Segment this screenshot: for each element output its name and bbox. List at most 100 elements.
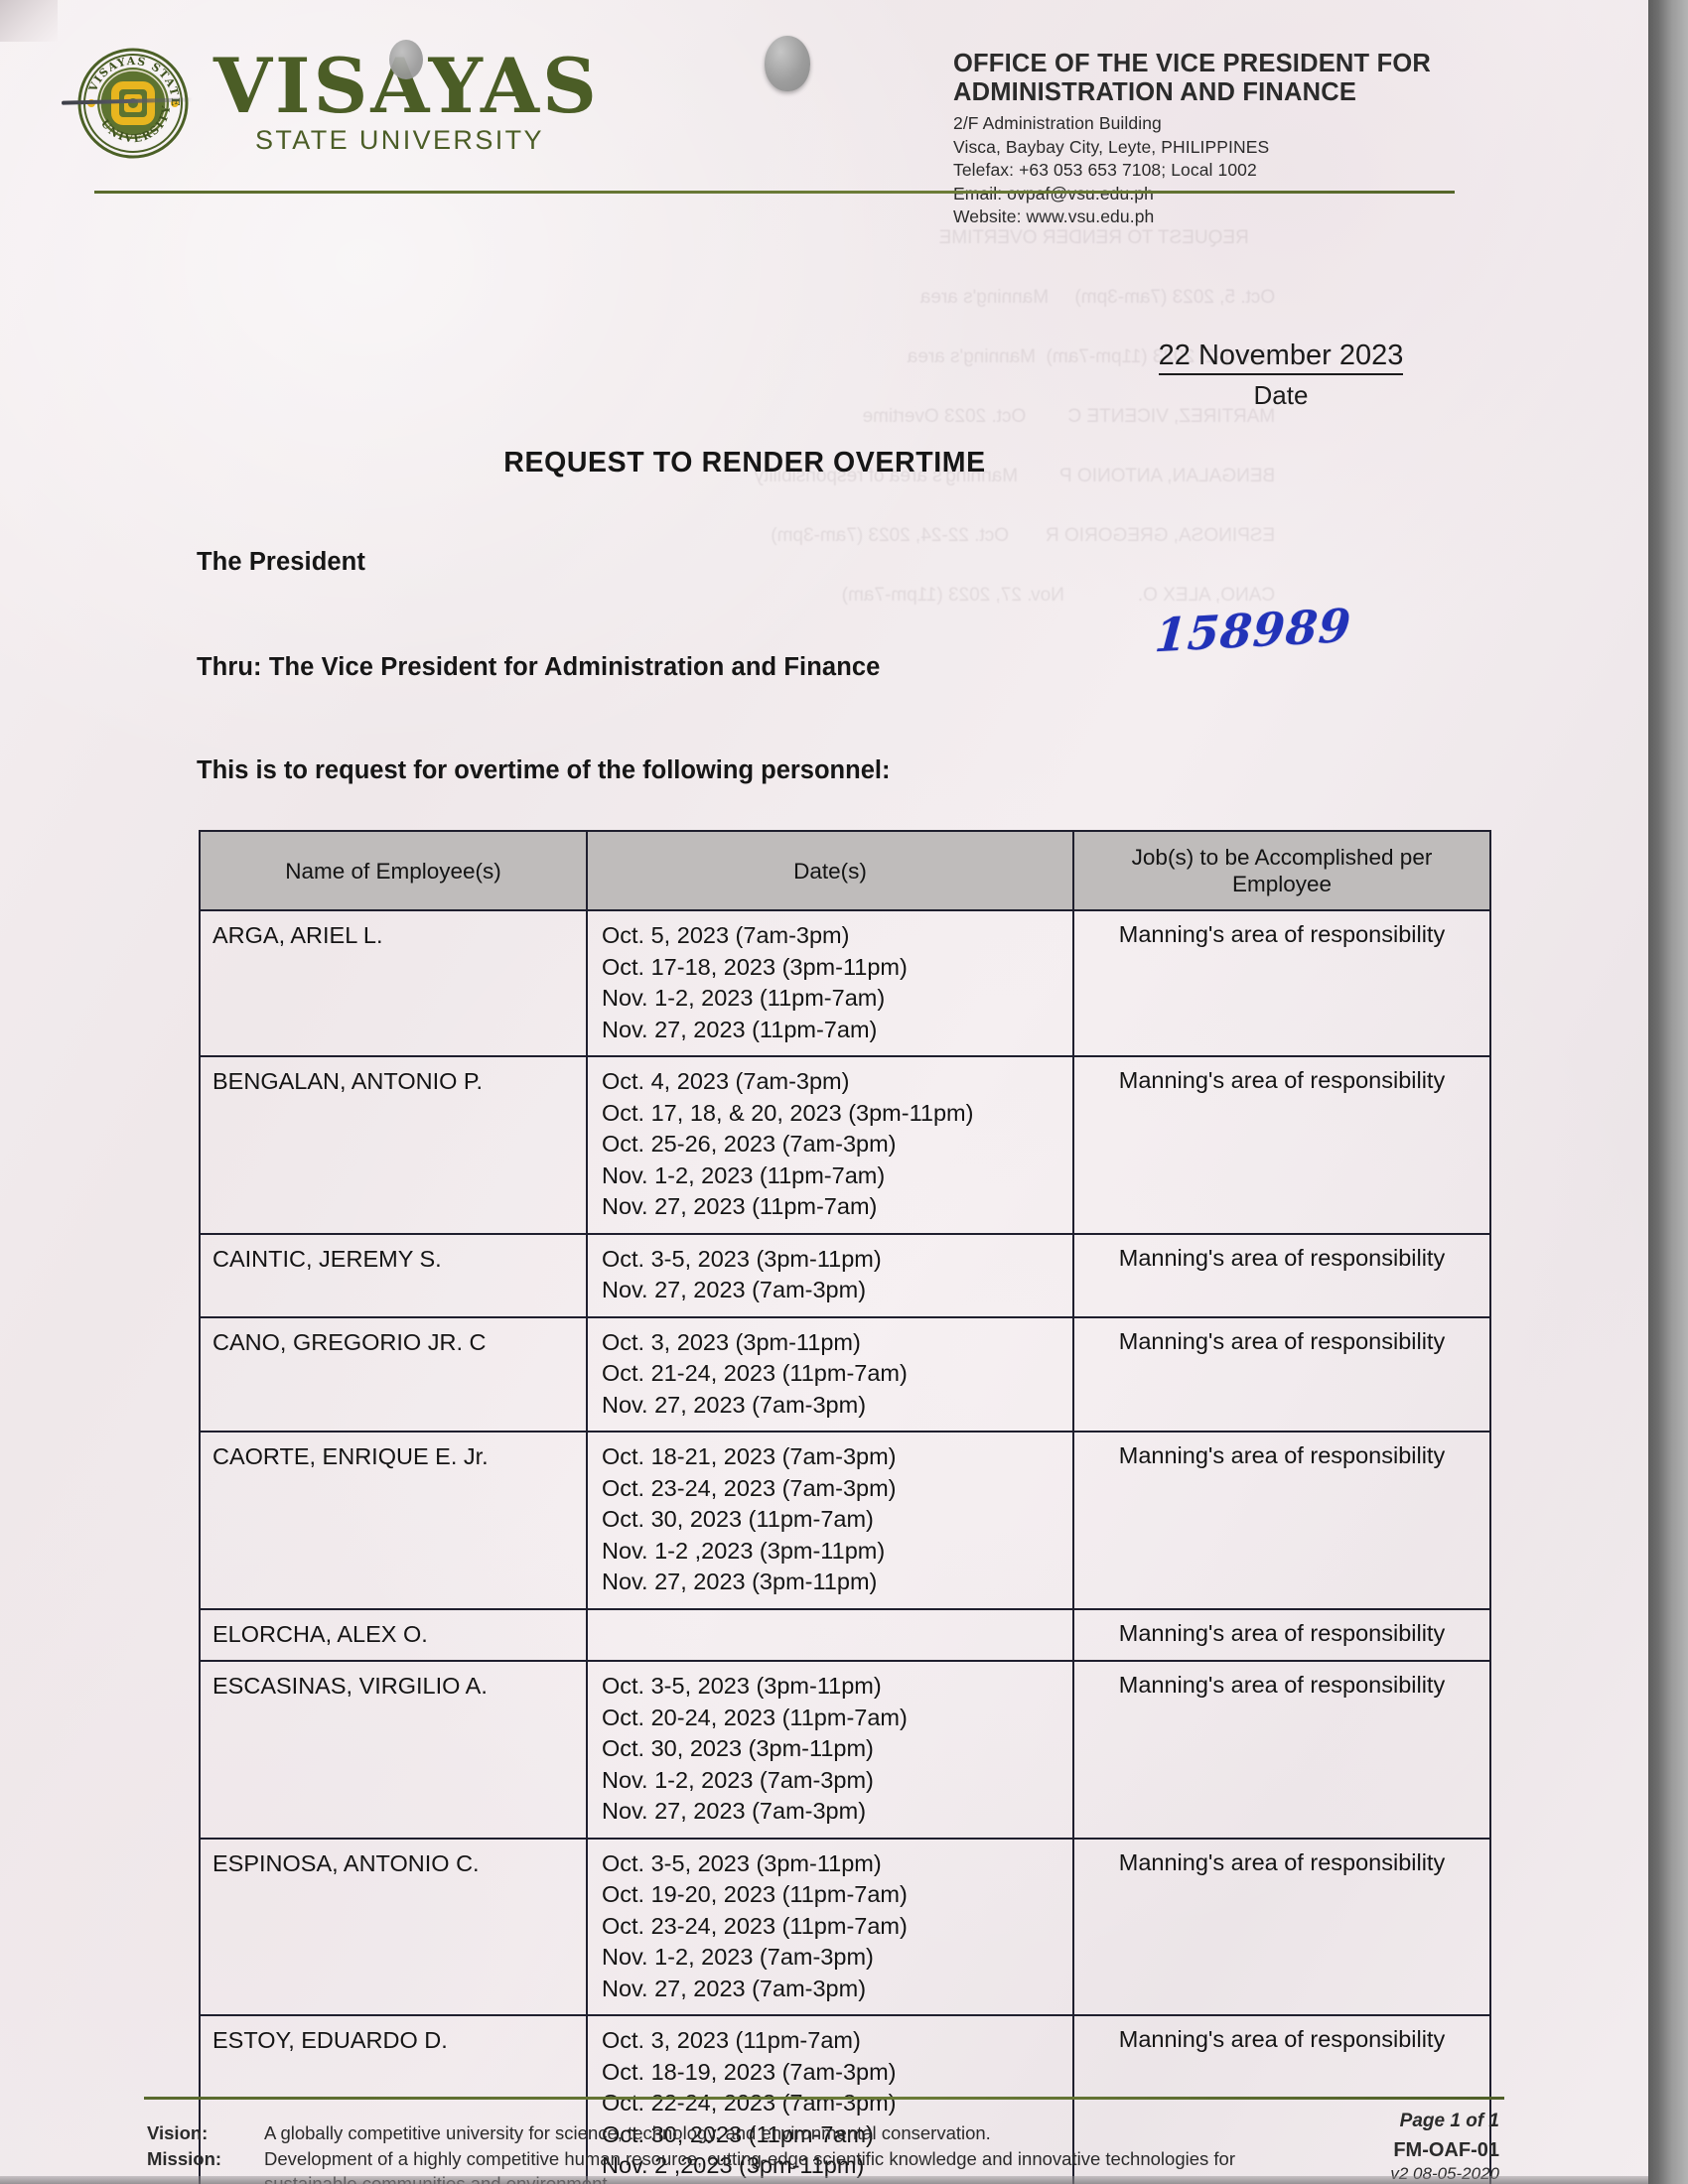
date-line: Nov. 2 ,2023 (3pm-11pm) — [602, 2152, 865, 2178]
page-title: REQUEST TO RENDER OVERTIME — [503, 447, 986, 478]
table-row: CANO, GREGORIO JR. C Oct. 3, 2023 (3pm-11… — [199, 1315, 1491, 1433]
date-block: 22 November 2023 Date — [1117, 340, 1445, 411]
mission-text: Development of a highly competitive huma… — [264, 2147, 1235, 2184]
date-line: Oct. 18-21, 2023 (7am-3pm) — [602, 1443, 897, 1469]
table-row: ESCASINAS, VIRGILIO A. Oct. 3-5, 2023 (3p… — [199, 1660, 1491, 1840]
employee-dates-cell: Oct. 3, 2023 (3pm-11pm) Oct. 21-24, 2023 … — [586, 1315, 1074, 1433]
employee-dates-cell: Oct. 3-5, 2023 (3pm-11pm) Oct. 20-24, 202… — [586, 1660, 1074, 1840]
date-line: Oct. 22-24, 2023 (7am-3pm) — [602, 2090, 897, 2116]
date-value-wrap: 22 November 2023 — [1117, 340, 1445, 375]
date-line: Nov. 1-2, 2023 (7am-3pm) — [602, 1944, 874, 1970]
table-row: ELORCHA, ALEX O. Manning's area of respo… — [199, 1607, 1491, 1662]
vision-text: A globally competitive university for sc… — [264, 2122, 991, 2143]
date-line: Oct. 5, 2023 (7am-3pm) — [602, 922, 850, 948]
table-row: CAINTIC, JEREMY S. Oct. 3-5, 2023 (3pm-11… — [199, 1232, 1491, 1318]
column-header-job: Job(s) to be Accomplished per Employee — [1072, 830, 1491, 911]
date-line: Nov. 27, 2023 (7am-3pm) — [602, 1975, 867, 2001]
addressee-thru: Thru: The Vice President for Administrat… — [197, 653, 881, 681]
employee-name-cell: BENGALAN, ANTONIO P. — [199, 1055, 588, 1235]
addressee-president: The President — [197, 548, 365, 576]
date-line: Nov. 27, 2023 (7am-3pm) — [602, 1277, 867, 1302]
date-line: Oct. 17, 18, & 20, 2023 (3pm-11pm) — [602, 1099, 974, 1126]
vision-row: Vision: A globally competitive universit… — [147, 2120, 1259, 2146]
employee-name-cell: CAINTIC, JEREMY S. — [199, 1232, 588, 1318]
date-line: Oct. 30, 2023 (11pm-7am) — [602, 1506, 874, 1532]
column-header-dates: Date(s) — [586, 830, 1074, 911]
date-line: Oct. 25-26, 2023 (7am-3pm) — [602, 1131, 897, 1157]
date-line: Nov. 1-2, 2023 (7am-3pm) — [602, 1766, 874, 1793]
date-line: Nov. 27, 2023 (3pm-11pm) — [602, 1569, 878, 1594]
address-line: Visca, Baybay City, Leyte, PHILIPPINES — [953, 136, 1270, 157]
employee-job-cell: Manning's area of responsibility — [1072, 1431, 1491, 1610]
document-date: 22 November 2023 — [1158, 340, 1404, 375]
wordmark-subtitle: STATE UNIVERSITY — [255, 125, 544, 155]
letterhead: VISAYAS STATE UNIVERSITY VISAYAS STATE U… — [0, 0, 1648, 226]
overtime-table-body: ARGA, ARIEL L. Oct. 5, 2023 (7am-3pm) Oct.… — [199, 909, 1491, 2184]
date-line: Oct. 30, 2023 (3pm-11pm) — [602, 1735, 874, 1761]
date-line: Oct. 23-24, 2023 (7am-3pm) — [602, 1474, 897, 1501]
office-title-line1: OFFICE OF THE VICE PRESIDENT FOR — [953, 50, 1432, 77]
employee-job-cell: Manning's area of responsibility — [1072, 1607, 1491, 1662]
date-line: Nov. 27, 2023 (7am-3pm) — [602, 1798, 867, 1824]
date-line: Oct. 3, 2023 (11pm-7am) — [602, 2027, 861, 2053]
university-seal-icon: VISAYAS STATE UNIVERSITY — [77, 48, 189, 159]
table-row: CAORTE, ENRIQUE E. Jr. Oct. 18-21, 2023 (… — [199, 1431, 1491, 1610]
overtime-table: Name of Employee(s) Date(s) Job(s) to be… — [199, 830, 1491, 2184]
header-divider — [94, 191, 1455, 194]
date-line: Oct. 17-18, 2023 (3pm-11pm) — [602, 953, 908, 980]
employee-dates-cell: Oct. 18-21, 2023 (7am-3pm) Oct. 23-24, 20… — [586, 1431, 1074, 1610]
scanner-gutter — [1648, 0, 1688, 2184]
university-wordmark: VISAYAS STATE UNIVERSITY — [213, 42, 600, 156]
date-line: Oct. 4, 2023 (7am-3pm) — [602, 1068, 850, 1094]
page-number: Page 1 of 1 — [1399, 2111, 1499, 2131]
date-line: Nov. 27, 2023 (7am-3pm) — [602, 1391, 867, 1418]
table-row: BENGALAN, ANTONIO P. Oct. 4, 2023 (7am-3p… — [199, 1055, 1491, 1235]
employee-name-cell: ESPINOSA, ANTONIO C. — [199, 1837, 588, 2016]
date-line: Oct. 20-24, 2023 (11pm-7am) — [602, 1704, 908, 1730]
intro-paragraph: This is to request for overtime of the f… — [197, 756, 891, 784]
mission-row: Mission: Development of a highly competi… — [147, 2146, 1259, 2184]
office-contact-block: OFFICE OF THE VICE PRESIDENT FOR ADMINIS… — [953, 50, 1509, 229]
address-line: 2/F Administration Building — [953, 113, 1162, 133]
column-header-name: Name of Employee(s) — [199, 830, 588, 911]
employee-dates-cell: Oct. 4, 2023 (7am-3pm) Oct. 17, 18, & 20,… — [586, 1055, 1074, 1235]
employee-name-cell: ESCASINAS, VIRGILIO A. — [199, 1660, 588, 1840]
employee-dates-cell: Oct. 5, 2023 (7am-3pm) Oct. 17-18, 2023 (… — [586, 909, 1074, 1057]
employee-job-cell: Manning's area of responsibility — [1072, 1055, 1491, 1235]
office-title-line2: ADMINISTRATION AND FINANCE — [953, 78, 1357, 106]
date-line: Oct. 19-20, 2023 (11pm-7am) — [602, 1881, 908, 1907]
date-line: Nov. 1-2, 2023 (11pm-7am) — [602, 1161, 886, 1188]
handwritten-reference-number: 158989 — [1153, 598, 1353, 663]
address-line: Email: ovpaf@vsu.edu.ph — [953, 183, 1509, 206]
employee-name-cell: ARGA, ARIEL L. — [199, 909, 588, 1057]
date-line: Oct. 21-24, 2023 (11pm-7am) — [602, 1360, 908, 1386]
form-version: v2 08-05-2020 — [1390, 2164, 1499, 2183]
employee-job-cell: Manning's area of responsibility — [1072, 1660, 1491, 1840]
employee-job-cell: Manning's area of responsibility — [1072, 1837, 1491, 2016]
date-line: Oct. 18-19, 2023 (7am-3pm) — [602, 2058, 897, 2085]
form-code: FM-OAF-01 — [1393, 2139, 1499, 2161]
address-line: Website: www.vsu.edu.ph — [953, 206, 1155, 226]
mission-label: Mission: — [147, 2147, 222, 2169]
date-label: Date — [1253, 380, 1309, 410]
vision-mission-block: Vision: A globally competitive universit… — [147, 2120, 1259, 2184]
address-line: Telefax: +63 053 653 7108; Local 1002 — [953, 160, 1257, 180]
employee-job-cell: Manning's area of responsibility — [1072, 1315, 1491, 1433]
date-line: Oct. 3, 2023 (3pm-11pm) — [602, 1328, 861, 1355]
date-line: Nov. 27, 2023 (11pm-7am) — [602, 1016, 878, 1042]
wordmark-main: VISAYAS — [213, 42, 600, 130]
date-line: Oct. 3-5, 2023 (3pm-11pm) — [602, 1245, 882, 1272]
employee-dates-cell — [586, 1607, 1074, 1662]
footer-meta-block: Page 1 of 1 FM-OAF-01 v2 08-05-2020 — [1390, 2111, 1499, 2184]
employee-job-cell: Manning's area of responsibility — [1072, 909, 1491, 1057]
employee-name-cell: CANO, GREGORIO JR. C — [199, 1315, 588, 1433]
date-line: Oct. 3-5, 2023 (3pm-11pm) — [602, 1849, 882, 1876]
table-row: ESPINOSA, ANTONIO C. Oct. 3-5, 2023 (3pm-… — [199, 1837, 1491, 2016]
date-line: Oct. 30, 2023 (11pm-7am) — [602, 2120, 874, 2147]
date-line: Nov. 27, 2023 (11pm-7am) — [602, 1193, 878, 1219]
date-line: Nov. 1-2, 2023 (11pm-7am) — [602, 985, 886, 1011]
scanned-document-page: REQUEST TO RENDER OVERTIME Oct. 5, 2023 … — [0, 0, 1648, 2184]
employee-job-cell: Manning's area of responsibility — [1072, 1232, 1491, 1318]
employee-name-cell: ELORCHA, ALEX O. — [199, 1607, 588, 1662]
employee-dates-cell: Oct. 3-5, 2023 (3pm-11pm) Nov. 27, 2023 (… — [586, 1232, 1074, 1318]
